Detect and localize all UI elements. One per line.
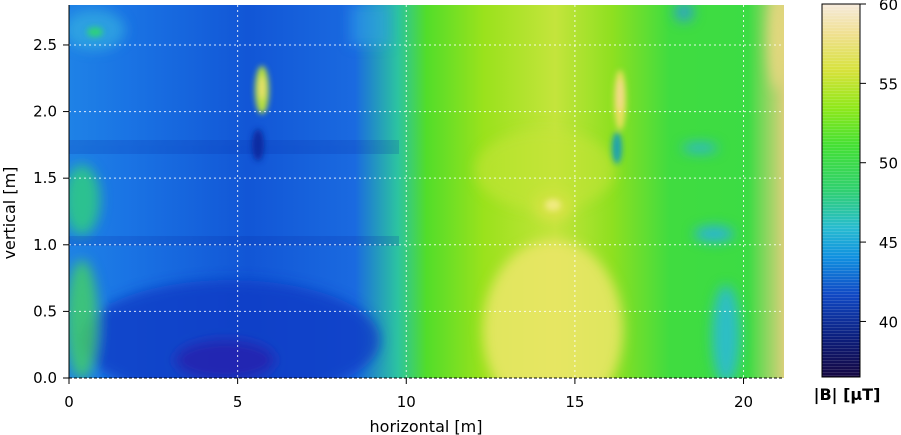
x-axis: 0 5 10 15 20 horizontal [m]: [64, 377, 784, 435]
y-axis: 0.0 0.5 1.0 1.5 2.0 2.5 vertical [m]: [0, 5, 70, 387]
field-streaks: [69, 140, 399, 246]
heatmap-plot: [69, 5, 784, 378]
x-tick-label: 15: [565, 393, 584, 411]
colorbar: 40 45 50 55 60 |B| [µT]: [814, 0, 898, 405]
colorbar-tick-label: 60: [879, 0, 898, 14]
colorbar-label: |B| [µT]: [814, 385, 881, 405]
x-tick-label: 0: [64, 393, 74, 411]
colorbar-tick-label: 45: [879, 234, 898, 252]
y-tick-label: 2.0: [33, 103, 57, 121]
x-tick-label: 20: [734, 393, 753, 411]
x-tick-label: 10: [397, 393, 416, 411]
y-tick-label: 0.5: [33, 302, 57, 320]
y-axis-label: vertical [m]: [0, 167, 19, 260]
field-anomalies: [87, 27, 626, 211]
colorbar-tick-label: 50: [879, 155, 898, 173]
y-tick-label: 1.5: [33, 169, 57, 187]
colorbar-tick-label: 55: [879, 75, 898, 93]
colorbar-tick-label: 40: [879, 313, 898, 331]
grid-lines: [69, 5, 784, 378]
x-tick-label: 5: [233, 393, 243, 411]
y-tick-label: 0.0: [33, 369, 57, 387]
y-tick-label: 1.0: [33, 236, 57, 254]
y-tick-label: 2.5: [33, 36, 57, 54]
x-axis-label: horizontal [m]: [370, 417, 483, 435]
field-features: [69, 5, 784, 378]
